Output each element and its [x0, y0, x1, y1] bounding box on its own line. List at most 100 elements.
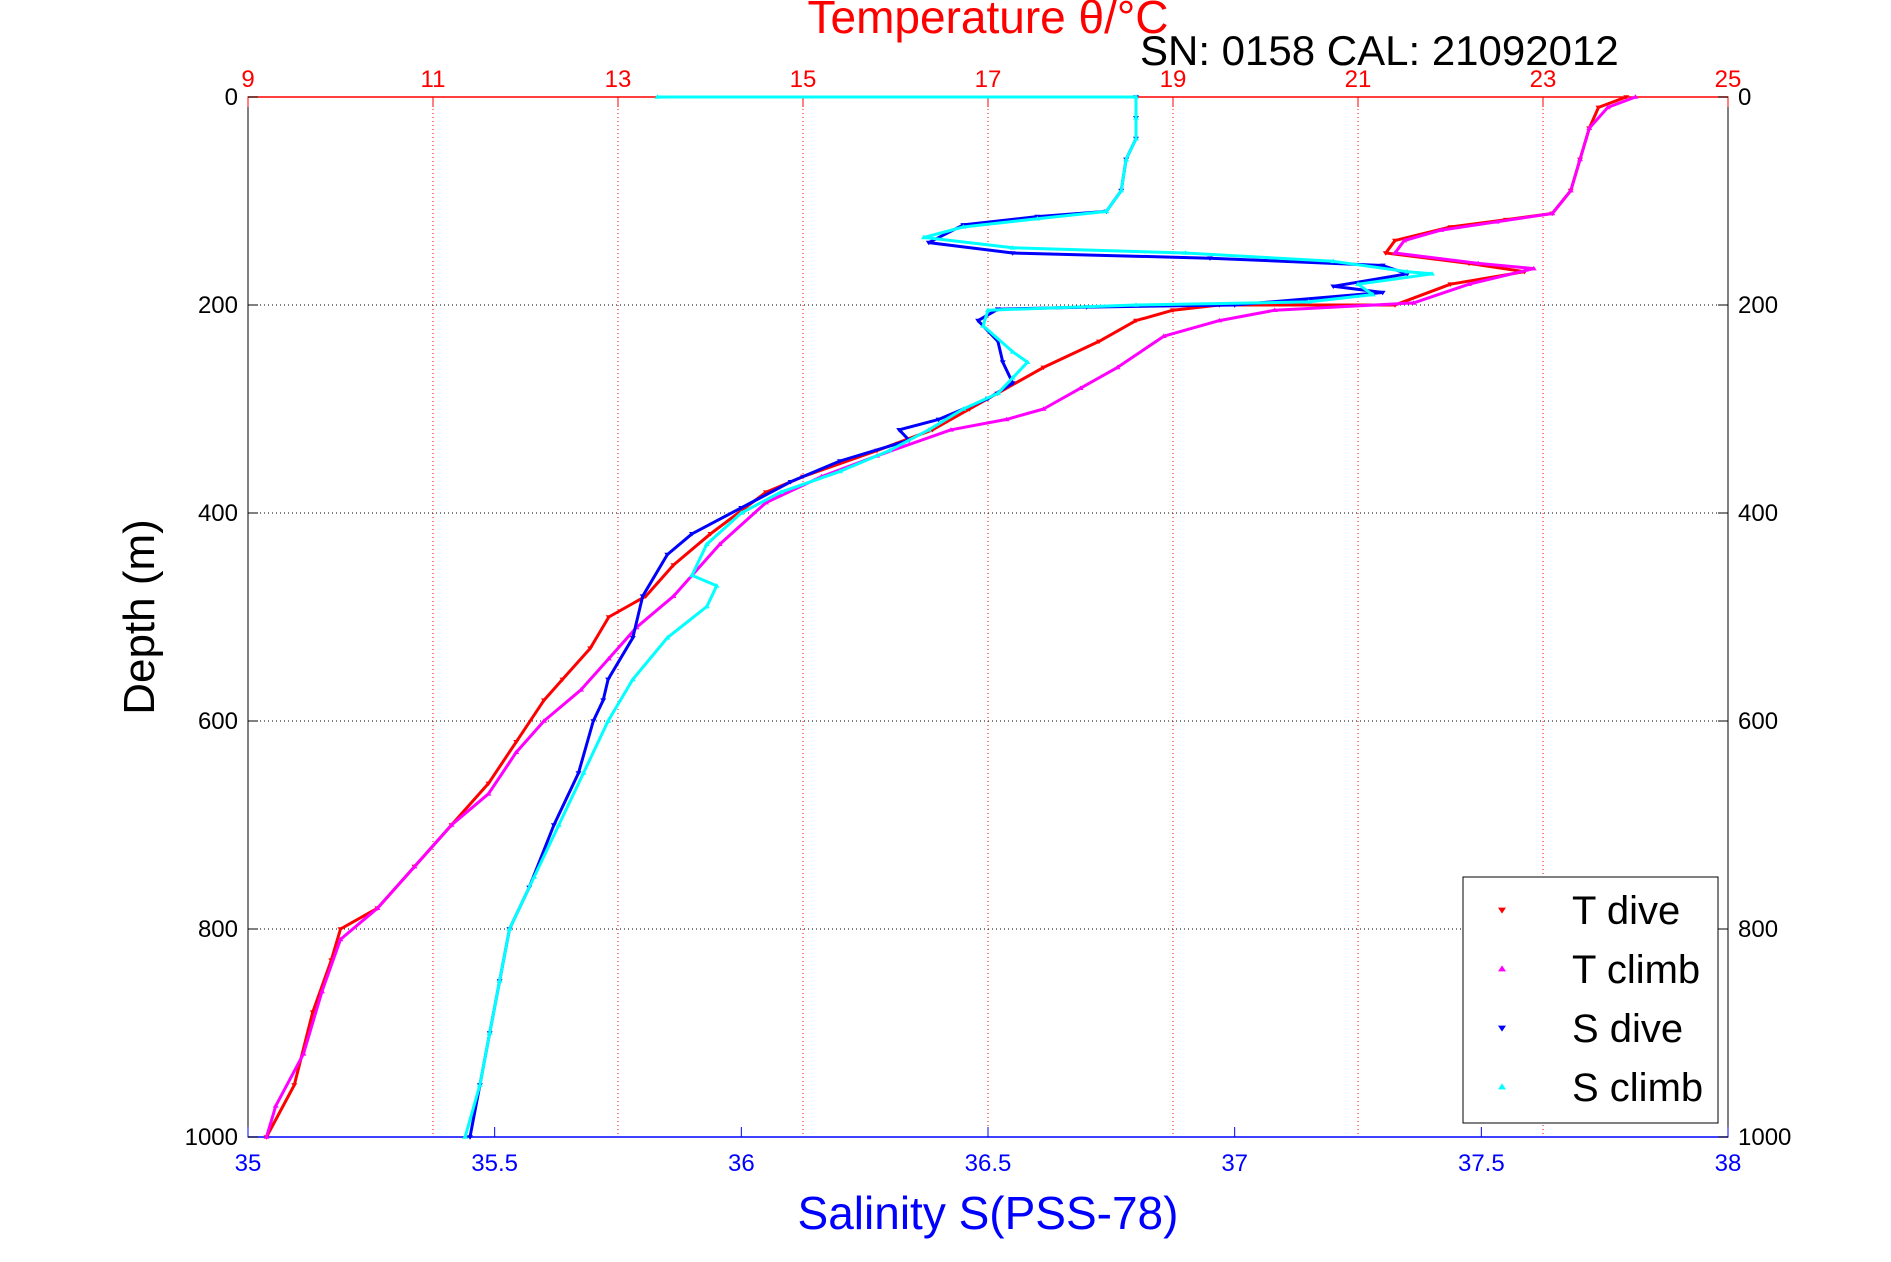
bottom-tick-label: 35.5	[471, 1150, 518, 1177]
data-point	[1632, 94, 1639, 99]
y-tick-label-right: 800	[1738, 916, 1778, 943]
data-point	[994, 390, 1001, 396]
data-point	[575, 771, 582, 776]
data-point	[716, 541, 723, 546]
data-point	[664, 635, 671, 640]
data-point	[1549, 210, 1556, 216]
data-point	[1271, 307, 1278, 312]
data-point	[605, 655, 612, 661]
data-point	[975, 318, 982, 324]
data-point	[467, 1135, 473, 1140]
data-point	[960, 406, 967, 411]
data-point	[1009, 375, 1016, 380]
data-point	[763, 490, 769, 495]
data-point	[1530, 265, 1537, 271]
data-point	[1123, 156, 1130, 162]
data-point	[1369, 291, 1376, 297]
y-axis-title: Depth (m)	[115, 519, 164, 715]
data-point	[541, 718, 547, 723]
legend-label: T climb	[1572, 948, 1700, 992]
data-point	[896, 428, 903, 433]
data-point	[1392, 238, 1398, 244]
data-point	[1009, 349, 1016, 354]
data-point	[1392, 250, 1398, 255]
data-point	[1577, 156, 1583, 162]
data-point	[1401, 237, 1408, 243]
data-point	[496, 978, 503, 983]
data-point	[1330, 258, 1337, 264]
data-point	[485, 791, 492, 796]
data-point	[925, 240, 932, 246]
data-point	[1009, 381, 1016, 386]
data-point	[1207, 256, 1213, 261]
data-point	[485, 781, 492, 787]
data-point	[1118, 187, 1125, 193]
data-point	[1623, 95, 1630, 100]
data-point	[670, 563, 677, 568]
data-point	[639, 594, 646, 599]
data-point	[1133, 115, 1139, 120]
data-point	[605, 615, 612, 620]
data-point	[1003, 416, 1010, 422]
legend-items: T dive T climb S dive S climb	[1498, 889, 1703, 1110]
y-tick-label-left: 0	[225, 84, 238, 111]
y-tick-label-left: 600	[198, 708, 238, 735]
data-point	[1103, 208, 1110, 214]
data-point	[1410, 300, 1417, 305]
data-point	[1182, 250, 1189, 255]
data-point	[837, 459, 843, 464]
data-point	[1429, 271, 1435, 276]
bottom-tick-label: 35	[235, 1150, 262, 1177]
y-tick-label-right: 400	[1738, 500, 1778, 527]
series-trace	[265, 95, 1637, 1138]
data-point	[920, 234, 927, 240]
data-point	[263, 1134, 270, 1139]
data-point	[707, 532, 714, 537]
y-tick-label-right: 0	[1738, 84, 1751, 111]
data-point	[587, 646, 594, 651]
bottom-tick-label: 37	[1221, 1150, 1248, 1177]
data-point	[777, 489, 784, 494]
data-point	[600, 698, 607, 703]
data-point	[309, 1010, 316, 1015]
data-point	[513, 740, 520, 745]
data-point	[787, 480, 794, 485]
data-point	[1133, 302, 1139, 307]
data-point	[559, 677, 566, 683]
data-point	[550, 823, 557, 828]
legend-box	[1462, 876, 1719, 1124]
data-point	[1567, 187, 1574, 193]
legend-marker	[1498, 1025, 1506, 1032]
data-point	[1133, 135, 1139, 141]
data-point	[670, 593, 677, 598]
y-tick-label-right: 200	[1738, 292, 1778, 319]
legend-marker	[1498, 965, 1506, 972]
data-point	[1330, 284, 1337, 289]
data-point	[1475, 260, 1482, 266]
data-point	[1604, 104, 1611, 110]
data-point	[555, 822, 562, 827]
y-tick-label-right: 1000	[1738, 1124, 1791, 1151]
series-trace	[463, 95, 1434, 1138]
data-point	[960, 224, 967, 229]
data-point	[374, 905, 381, 910]
legend-marker	[1498, 1083, 1506, 1090]
data-point	[999, 360, 1006, 365]
data-point	[605, 677, 612, 683]
data-point	[1170, 308, 1176, 313]
top-axis-title: Temperature θ/°C	[808, 0, 1169, 43]
data-point	[925, 427, 932, 432]
data-point	[1305, 299, 1312, 304]
data-point	[948, 427, 954, 432]
data-point	[272, 1103, 279, 1108]
data-point	[1466, 281, 1472, 286]
y-tick-label-left: 800	[198, 916, 238, 943]
series-s-climb	[462, 94, 1435, 1139]
bottom-tick-label: 37.5	[1458, 1150, 1505, 1177]
data-point	[763, 499, 769, 505]
x-axis-title: Salinity S(PSS-78)	[798, 1187, 1179, 1239]
data-point	[506, 926, 513, 931]
data-point	[486, 1030, 493, 1035]
data-point	[1009, 251, 1016, 256]
legend-label: T dive	[1572, 889, 1680, 933]
